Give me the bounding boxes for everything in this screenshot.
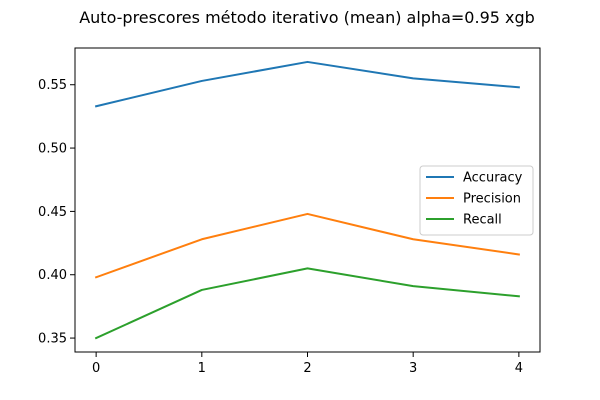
plot-area: 0 1 2 3 4 0.35 0.40 0.45 0.50 0.55 <box>38 47 541 376</box>
x-tick-label: 1 <box>198 361 206 376</box>
legend-box <box>419 165 534 236</box>
legend-label-recall: Recall <box>463 213 502 228</box>
x-tick-label: 0 <box>92 361 100 376</box>
chart-title: Auto-prescores método iterativo (mean) a… <box>79 8 535 27</box>
x-tick-label: 2 <box>303 361 311 376</box>
y-tick-label: 0.45 <box>38 205 67 220</box>
y-tick-label: 0.40 <box>38 268 67 283</box>
x-tick-label: 3 <box>409 361 417 376</box>
y-tick-label: 0.55 <box>38 78 67 93</box>
y-tick-label: 0.35 <box>38 332 67 347</box>
legend-label-precision: Precision <box>463 192 521 207</box>
y-tick-label: 0.50 <box>38 142 67 157</box>
legend-label-accuracy: Accuracy <box>463 171 523 186</box>
legend: Accuracy Precision Recall <box>419 165 534 236</box>
x-tick-label: 4 <box>515 361 523 376</box>
